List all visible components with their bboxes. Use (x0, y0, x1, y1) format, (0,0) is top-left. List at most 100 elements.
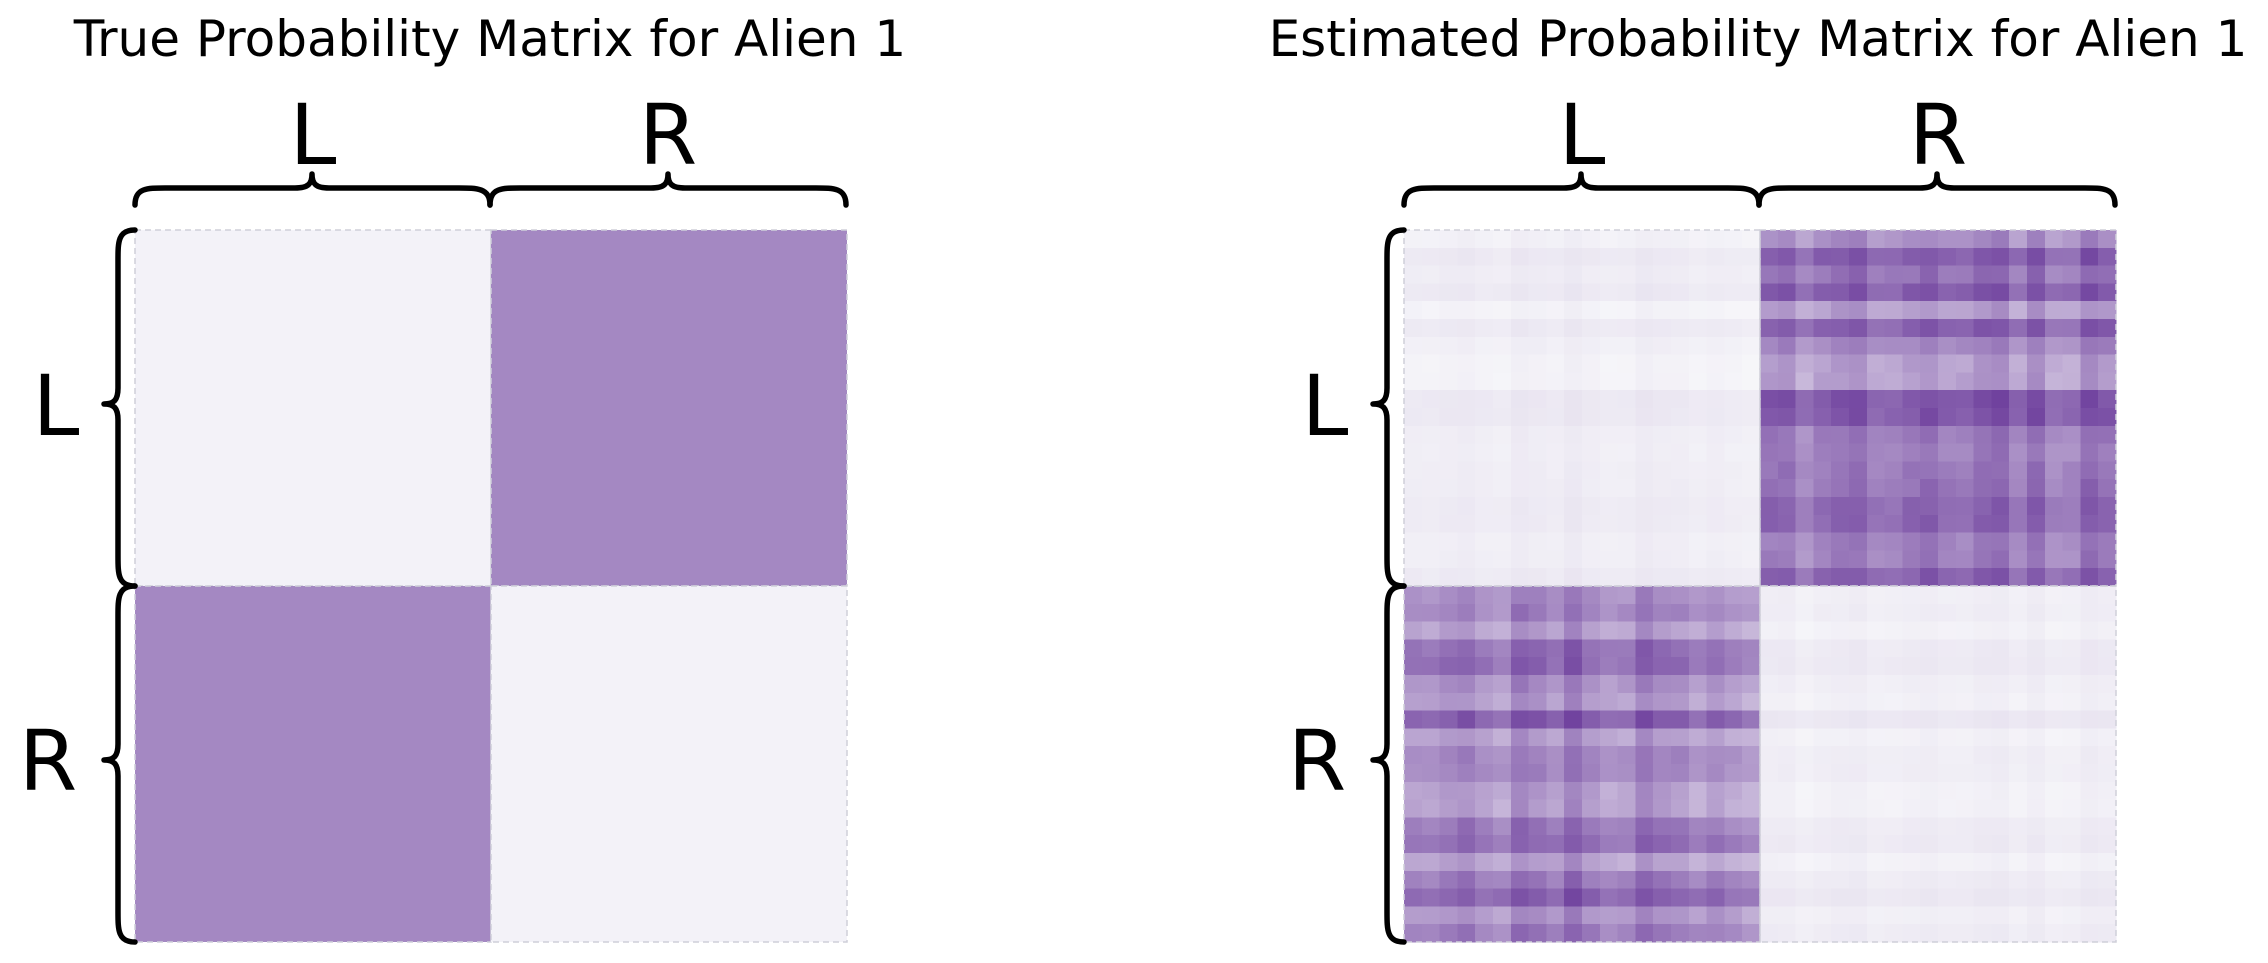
heatmap-cell (1831, 888, 1850, 907)
heatmap-cell (1457, 265, 1476, 284)
heatmap-cell (1564, 764, 1583, 783)
heatmap-cell (1831, 621, 1850, 640)
heatmap-cell (1457, 354, 1476, 373)
heatmap-cell (1439, 301, 1458, 320)
heatmap-cell (1884, 603, 1903, 623)
heatmap-cell (1884, 230, 1903, 249)
heatmap-cell (1528, 692, 1547, 712)
heatmap-cell (1973, 425, 1992, 445)
heatmap-cell (1813, 372, 1832, 391)
heatmap-cell (2080, 906, 2099, 925)
heatmap-cell (1439, 336, 1458, 356)
heatmap-cell (1938, 675, 1957, 694)
heatmap-cell (1795, 817, 1814, 836)
heatmap-cell (1457, 568, 1476, 587)
heatmap-cell (1599, 372, 1619, 391)
heatmap-cell (1475, 870, 1494, 890)
heatmap-cell (1849, 817, 1868, 836)
heatmap-cell (2098, 283, 2117, 302)
heatmap-cell (1724, 710, 1743, 729)
heatmap-cell (1510, 408, 1530, 427)
heatmap-cell (1849, 692, 1868, 712)
heatmap-cell (2027, 799, 2046, 818)
heatmap-cell (1510, 568, 1530, 587)
heatmap-cell (1475, 372, 1494, 391)
heatmap-cell (1439, 692, 1458, 712)
heatmap-cell (1760, 532, 1779, 551)
heatmap-cell (1902, 336, 1921, 356)
heatmap-cell (1457, 675, 1476, 694)
heatmap-cell (1706, 425, 1725, 445)
heatmap-cell (1599, 425, 1619, 445)
heatmap-cell (1582, 781, 1601, 801)
heatmap-cell (1884, 853, 1903, 872)
heatmap-cell (1457, 461, 1476, 480)
heatmap-cell (1546, 835, 1565, 854)
heatmap-cell (1404, 781, 1423, 801)
heatmap-cell (2009, 746, 2028, 765)
heatmap-cell (1421, 781, 1441, 801)
heatmap-cell (1777, 924, 1797, 943)
heatmap-cell (1404, 514, 1423, 534)
heatmap-cell (1706, 532, 1725, 551)
heatmap-cell (1884, 692, 1903, 712)
heatmap-cell (1475, 497, 1494, 516)
heatmap-cell (1582, 372, 1601, 391)
heatmap-cell (1653, 746, 1672, 765)
heatmap-cell (2009, 621, 2028, 640)
heatmap-cell (1706, 514, 1725, 534)
heatmap-cell (1617, 888, 1636, 907)
heatmap-cell (2044, 408, 2064, 427)
heatmap-cell (1849, 532, 1868, 551)
heatmap-cell (1831, 799, 1850, 818)
heatmap-cell (1991, 817, 2010, 836)
heatmap-cell (1617, 408, 1636, 427)
heatmap-cell (1849, 639, 1868, 658)
heatmap-cell (1902, 675, 1921, 694)
heatmap-cell (1831, 764, 1850, 783)
heatmap-cell (1599, 550, 1619, 569)
heatmap-cell (1760, 924, 1779, 943)
heatmap-cell (1973, 390, 1992, 409)
heatmap-cell (1849, 746, 1868, 765)
heatmap-cell (1546, 764, 1565, 783)
heatmap-cell (2098, 336, 2117, 356)
heatmap-cell (1938, 781, 1957, 801)
heatmap-cell (1849, 443, 1868, 462)
heatmap-cell (1902, 247, 1921, 267)
heatmap-cell (1457, 639, 1476, 658)
heatmap-cell (1439, 746, 1458, 765)
heatmap-cell (1973, 550, 1992, 569)
heatmap-cell (2009, 497, 2028, 516)
heatmap-cell (2009, 301, 2028, 320)
heatmap-cell (1493, 817, 1512, 836)
heatmap-cell (1404, 603, 1423, 623)
heatmap-cell (1938, 924, 1957, 943)
heatmap-cell (1546, 728, 1565, 747)
heatmap-cell (1457, 710, 1476, 729)
heatmap-cell (1546, 675, 1565, 694)
heatmap-cell (1635, 746, 1654, 765)
heatmap-cell (2062, 835, 2081, 854)
heatmap-cell (1493, 853, 1512, 872)
heatmap-cell (1439, 906, 1458, 925)
left-brace-L (101, 227, 138, 589)
heatmap-cell (1849, 479, 1868, 498)
heatmap-cell (2080, 568, 2099, 587)
heatmap-cell (1813, 603, 1832, 623)
heatmap-cell (1546, 799, 1565, 818)
heatmap-cell (1777, 408, 1797, 427)
heatmap-cell (2027, 924, 2046, 943)
heatmap-cell (1439, 408, 1458, 427)
heatmap-cell (1902, 657, 1921, 676)
heatmap-cell (1795, 497, 1814, 516)
heatmap-cell (1421, 532, 1441, 551)
heatmap-cell (1564, 425, 1583, 445)
heatmap-cell (1404, 692, 1423, 712)
heatmap-cell (2080, 461, 2099, 480)
heatmap-cell (2027, 870, 2046, 890)
heatmap-cell (1813, 354, 1832, 373)
heatmap-cell (1938, 479, 1957, 498)
heatmap-cell (1564, 283, 1583, 302)
heatmap-cell (1528, 461, 1547, 480)
